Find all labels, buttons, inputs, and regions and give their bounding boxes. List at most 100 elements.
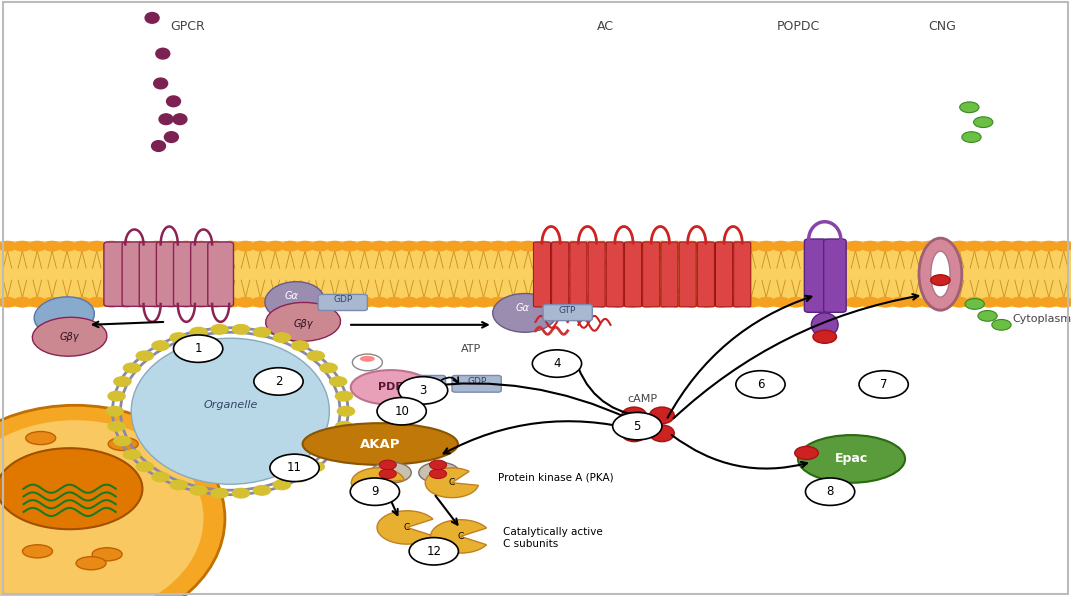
Circle shape: [743, 241, 760, 251]
Wedge shape: [377, 511, 433, 544]
Circle shape: [430, 241, 448, 251]
Circle shape: [802, 297, 820, 307]
Circle shape: [1010, 241, 1028, 251]
Circle shape: [787, 241, 804, 251]
Circle shape: [273, 333, 291, 342]
FancyBboxPatch shape: [643, 242, 660, 307]
FancyBboxPatch shape: [804, 239, 827, 312]
Circle shape: [981, 297, 998, 307]
Circle shape: [519, 241, 537, 251]
Text: 3: 3: [420, 384, 427, 397]
Ellipse shape: [266, 302, 340, 342]
Text: PDE: PDE: [378, 383, 403, 392]
Circle shape: [114, 377, 131, 386]
Circle shape: [320, 363, 337, 372]
Circle shape: [254, 486, 271, 495]
Text: GTP: GTP: [412, 377, 429, 386]
Circle shape: [921, 297, 939, 307]
Ellipse shape: [418, 462, 460, 483]
Circle shape: [594, 241, 611, 251]
Circle shape: [475, 297, 492, 307]
Circle shape: [173, 335, 223, 362]
Ellipse shape: [156, 48, 170, 59]
Circle shape: [409, 538, 459, 565]
Text: R: R: [436, 468, 442, 477]
Circle shape: [296, 241, 313, 251]
Circle shape: [211, 325, 228, 334]
Circle shape: [460, 297, 477, 307]
Circle shape: [534, 297, 552, 307]
FancyBboxPatch shape: [543, 305, 592, 321]
Circle shape: [862, 241, 879, 251]
Circle shape: [311, 241, 328, 251]
Circle shape: [74, 241, 90, 251]
Circle shape: [118, 241, 136, 251]
Circle shape: [973, 117, 993, 128]
Text: C: C: [404, 523, 410, 532]
Ellipse shape: [798, 435, 905, 483]
FancyBboxPatch shape: [208, 242, 233, 306]
Circle shape: [962, 132, 981, 142]
Ellipse shape: [0, 405, 224, 596]
Circle shape: [981, 241, 998, 251]
Circle shape: [282, 297, 299, 307]
Circle shape: [965, 299, 984, 309]
Ellipse shape: [108, 437, 138, 451]
Text: 8: 8: [826, 485, 834, 498]
Circle shape: [103, 241, 120, 251]
Circle shape: [341, 241, 358, 251]
Ellipse shape: [493, 294, 557, 333]
Circle shape: [1041, 297, 1057, 307]
Text: 6: 6: [757, 378, 764, 391]
Circle shape: [550, 241, 567, 251]
Circle shape: [133, 297, 150, 307]
Text: C: C: [449, 478, 455, 488]
Circle shape: [0, 297, 16, 307]
Circle shape: [847, 297, 864, 307]
Circle shape: [727, 241, 745, 251]
Circle shape: [28, 297, 46, 307]
Circle shape: [330, 377, 347, 386]
Ellipse shape: [622, 407, 646, 424]
Circle shape: [609, 241, 625, 251]
Circle shape: [296, 297, 313, 307]
Ellipse shape: [919, 238, 962, 310]
FancyBboxPatch shape: [734, 242, 751, 307]
Circle shape: [669, 297, 685, 307]
Circle shape: [59, 297, 76, 307]
Circle shape: [847, 241, 864, 251]
Circle shape: [386, 241, 403, 251]
Circle shape: [460, 241, 477, 251]
Circle shape: [638, 297, 656, 307]
Circle shape: [713, 241, 731, 251]
Circle shape: [995, 241, 1012, 251]
Circle shape: [1025, 297, 1043, 307]
Circle shape: [320, 450, 337, 460]
Circle shape: [937, 241, 953, 251]
Ellipse shape: [302, 423, 457, 465]
Circle shape: [446, 241, 463, 251]
Circle shape: [579, 241, 596, 251]
Circle shape: [906, 241, 924, 251]
Text: 5: 5: [634, 420, 641, 433]
Text: R: R: [387, 468, 395, 477]
Circle shape: [14, 241, 31, 251]
Text: Cytoplasm: Cytoplasm: [1012, 314, 1071, 324]
Circle shape: [356, 241, 373, 251]
Circle shape: [992, 319, 1011, 330]
Circle shape: [937, 297, 953, 307]
Text: GTP: GTP: [559, 306, 577, 315]
FancyBboxPatch shape: [139, 242, 165, 306]
Circle shape: [114, 436, 131, 446]
Circle shape: [833, 297, 849, 307]
Circle shape: [787, 297, 804, 307]
Circle shape: [190, 327, 207, 337]
Ellipse shape: [649, 407, 674, 424]
Text: 12: 12: [426, 545, 441, 558]
Ellipse shape: [33, 317, 107, 356]
Circle shape: [833, 241, 849, 251]
Circle shape: [959, 102, 979, 113]
Wedge shape: [425, 468, 478, 498]
Circle shape: [813, 330, 837, 343]
Ellipse shape: [154, 78, 168, 89]
